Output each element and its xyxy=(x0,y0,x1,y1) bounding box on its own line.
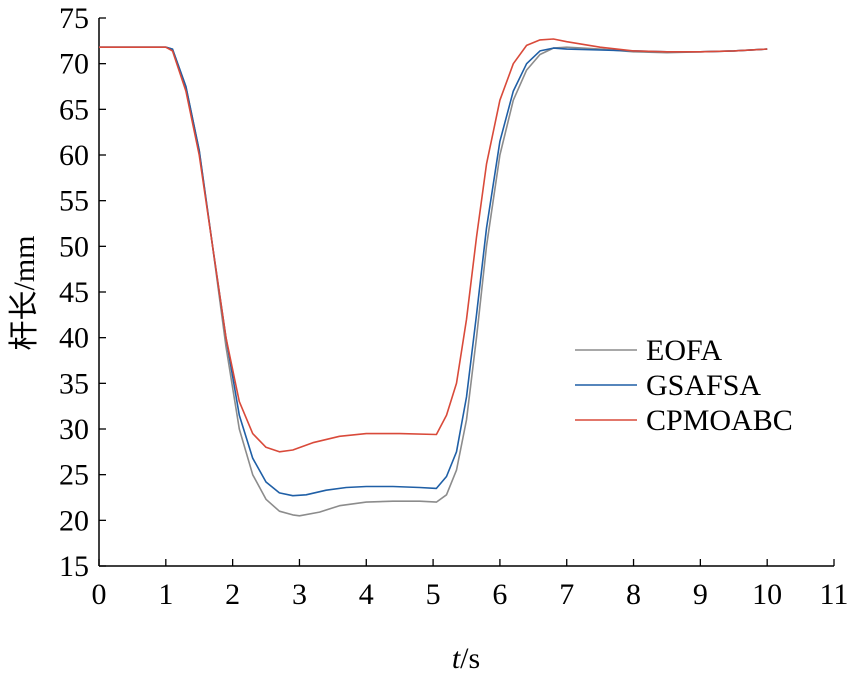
x-tick-label: 8 xyxy=(626,578,641,611)
x-tick-label: 4 xyxy=(359,578,374,611)
y-tick-label: 45 xyxy=(59,276,89,309)
x-tick-label: 7 xyxy=(559,578,574,611)
y-tick-label: 30 xyxy=(59,413,89,446)
x-tick-label: 0 xyxy=(92,578,107,611)
x-axis-title: t/s xyxy=(452,642,480,675)
x-tick-label: 3 xyxy=(292,578,307,611)
legend-label-cpmoabc: CPMOABC xyxy=(646,404,793,437)
y-tick-label: 60 xyxy=(59,139,89,172)
legend-label-gsafsa: GSAFSA xyxy=(646,369,761,402)
y-axis-title: 杆长/mm xyxy=(8,235,41,350)
x-tick-label: 9 xyxy=(693,578,708,611)
series-line-eofa xyxy=(99,46,768,517)
legend-label-eofa: EOFA xyxy=(646,334,722,367)
x-tick-label: 6 xyxy=(492,578,507,611)
y-tick-label: 75 xyxy=(59,2,89,35)
y-tick-label: 35 xyxy=(59,367,89,400)
x-tick-label: 1 xyxy=(158,578,173,611)
x-tick-label: 5 xyxy=(426,578,441,611)
y-tick-label: 15 xyxy=(59,550,89,583)
y-tick-label: 55 xyxy=(59,185,89,218)
y-tick-label: 50 xyxy=(59,230,89,263)
y-tick-label: 25 xyxy=(59,459,89,492)
x-axis-title-italic: t xyxy=(452,642,461,675)
y-tick-label: 20 xyxy=(59,504,89,537)
x-tick-label: 11 xyxy=(820,578,849,611)
series-line-cpmoabc xyxy=(99,38,768,453)
y-tick-label: 40 xyxy=(59,322,89,355)
y-tick-label: 70 xyxy=(59,48,89,81)
x-tick-label: 10 xyxy=(752,578,782,611)
x-axis-title-unit: /s xyxy=(460,642,480,675)
series-layer xyxy=(99,38,768,517)
x-tick-label: 2 xyxy=(225,578,240,611)
y-tick-label: 65 xyxy=(59,93,89,126)
